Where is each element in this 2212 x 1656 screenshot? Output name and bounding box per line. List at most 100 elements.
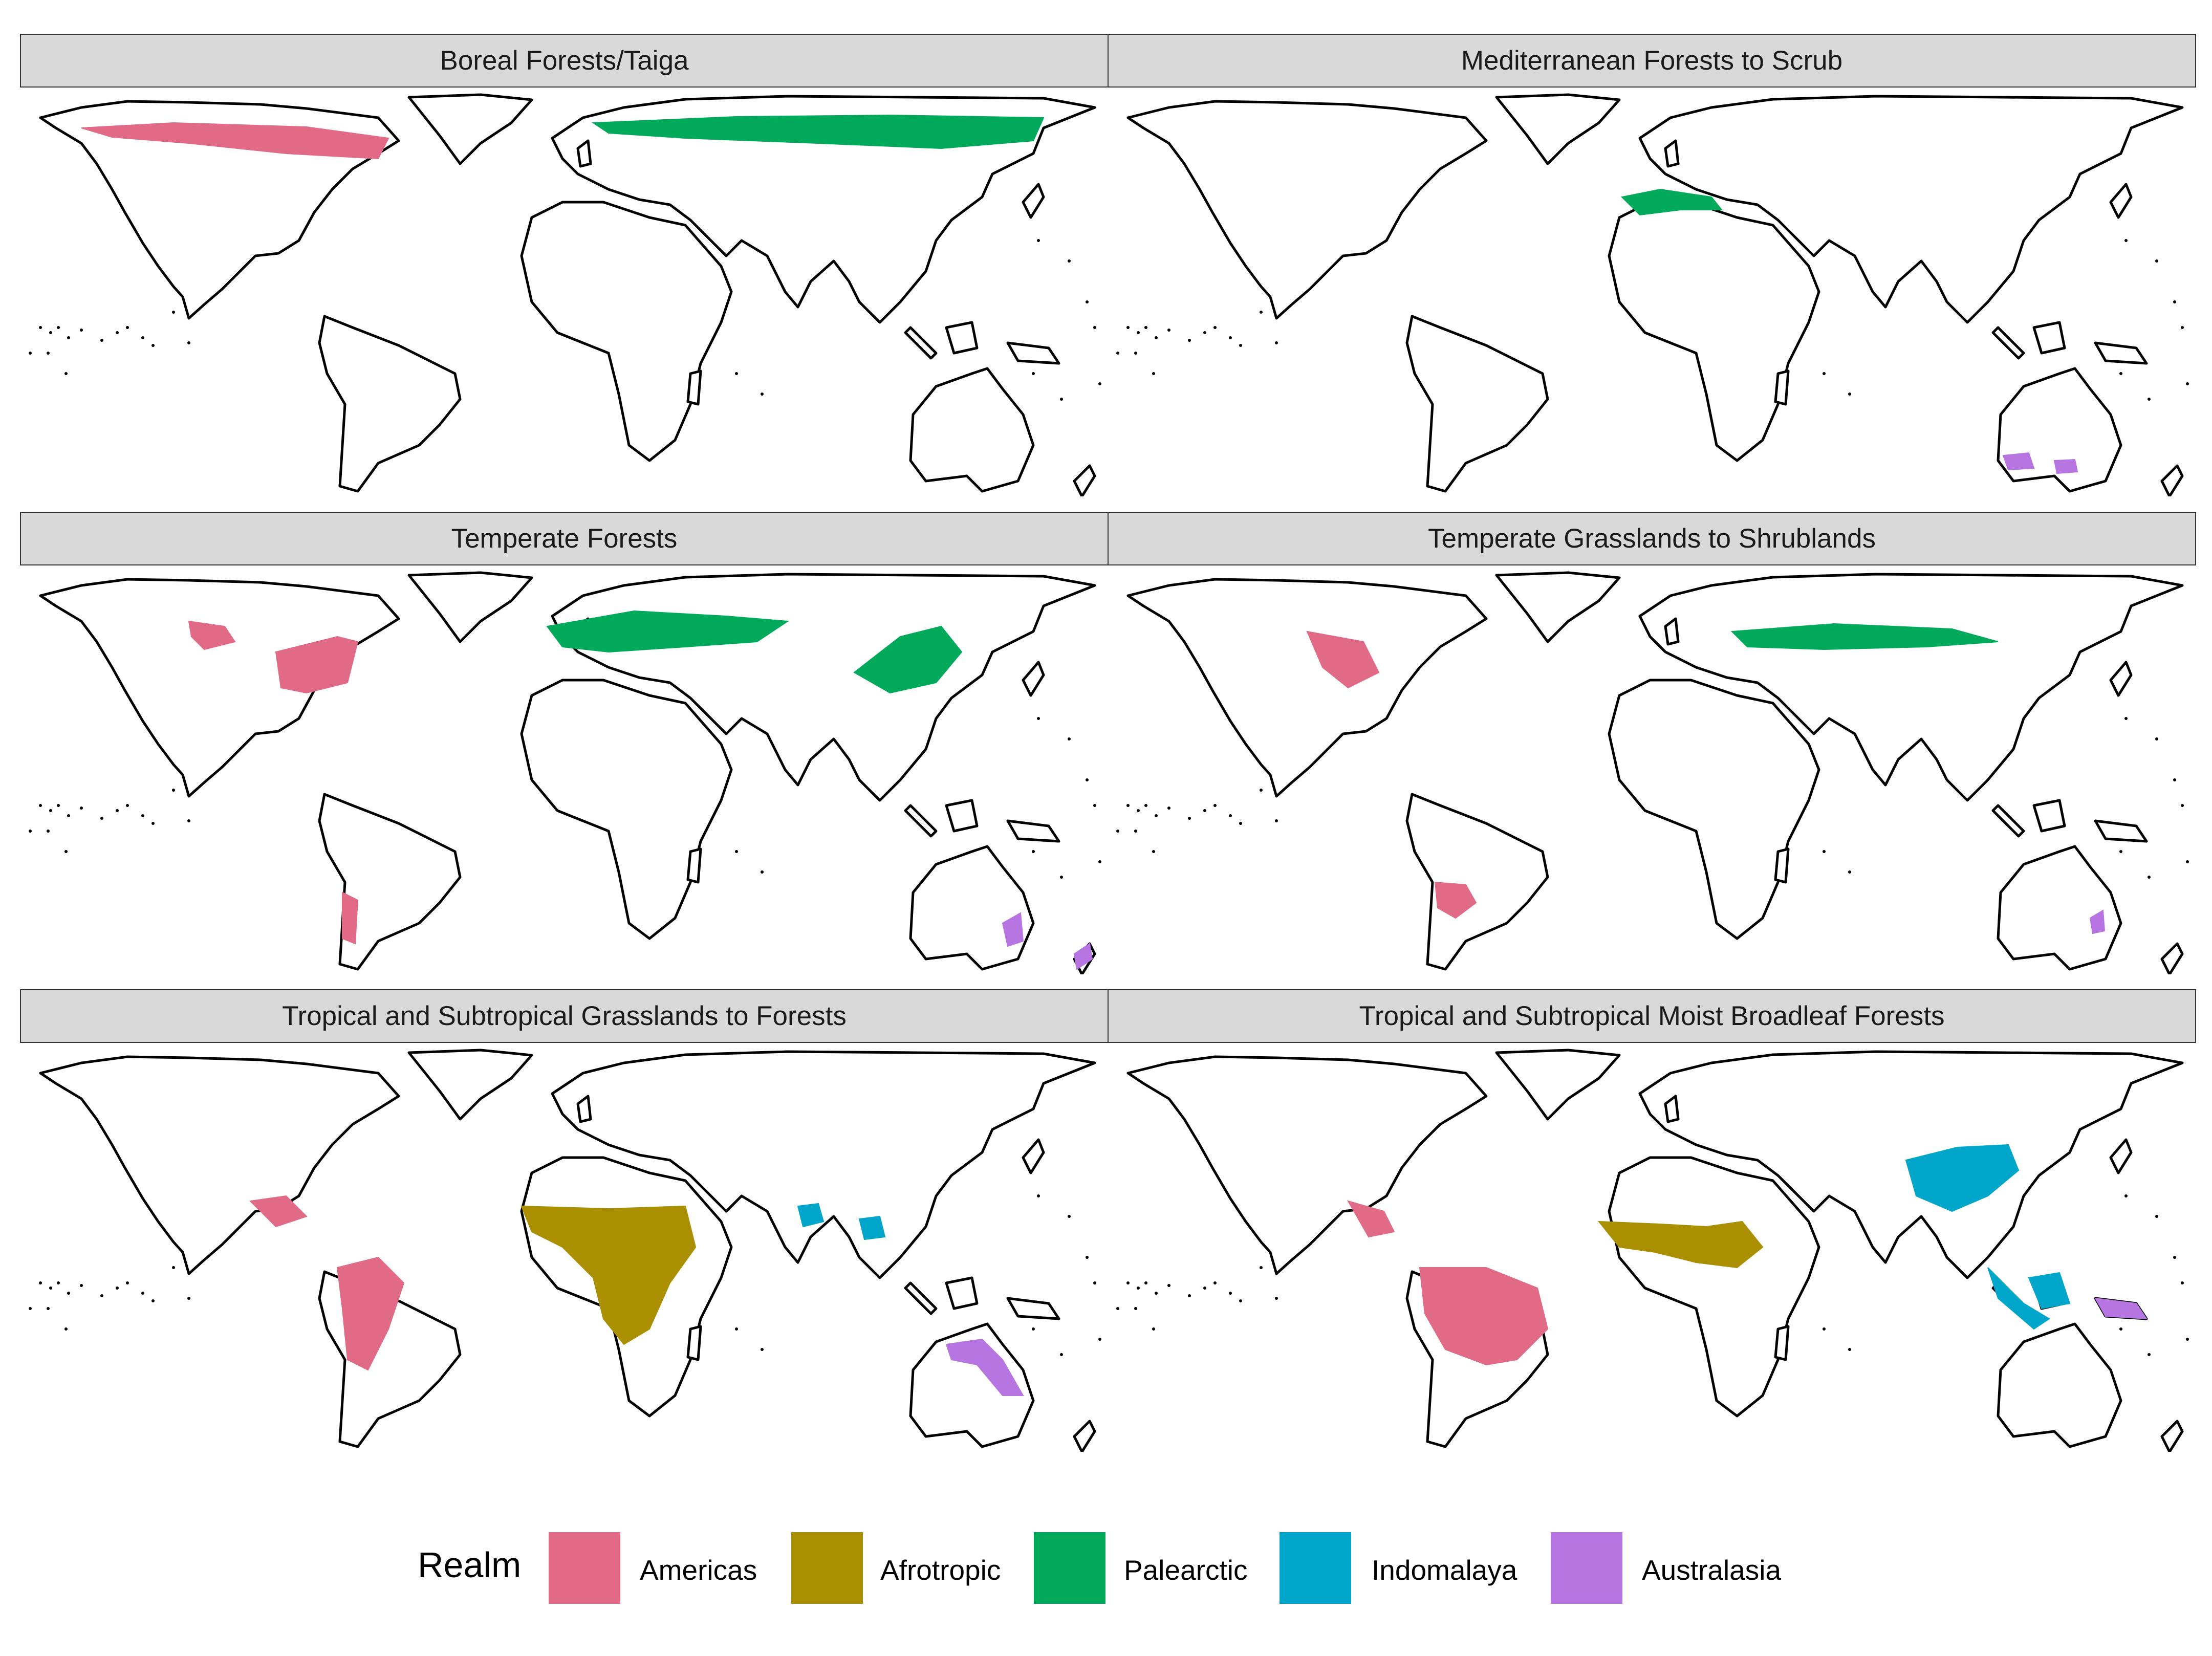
- island-dot: [1213, 1281, 1217, 1284]
- biome-region-afrotropic: [1597, 1221, 1764, 1269]
- landmass-madagascar: [686, 1325, 702, 1361]
- island-dots: [29, 239, 1101, 401]
- landmass-borneo: [2032, 799, 2066, 833]
- island-dot: [2181, 1281, 2184, 1284]
- island-dot: [80, 1284, 83, 1287]
- landmass-borneo: [2032, 321, 2066, 355]
- world-map-mediterranean: [1116, 93, 2189, 496]
- biome-region-palearctic: [546, 610, 789, 653]
- legend-key-afrotropic: [791, 1532, 863, 1604]
- landmass-britain: [576, 1095, 592, 1123]
- island-dot: [67, 1292, 70, 1295]
- island-dot: [1848, 393, 1851, 396]
- landmass-sumatra: [904, 326, 938, 360]
- landmass-eurasia: [1638, 95, 2184, 324]
- island-dot: [1068, 259, 1071, 263]
- island-dot: [2148, 876, 2151, 879]
- landmass-north-america: [39, 578, 400, 798]
- biome-regions: [1347, 1144, 2148, 1366]
- island-dot: [1203, 809, 1206, 812]
- biome-region-americas: [342, 891, 359, 945]
- landmass-sumatra: [1991, 326, 2025, 360]
- island-dot: [2155, 1215, 2158, 1218]
- biome-region-australasia: [1002, 912, 1024, 947]
- island-dot: [1203, 331, 1206, 334]
- island-dot: [2155, 737, 2158, 740]
- biome-region-americas: [1434, 881, 1477, 919]
- island-dot: [2124, 239, 2128, 242]
- landmass-japan: [2109, 183, 2133, 219]
- island-dot: [1144, 804, 1147, 807]
- biome-region-indomalaya: [2028, 1272, 2071, 1310]
- landmass-sumatra: [904, 1281, 938, 1315]
- biome-region-americas: [1347, 1200, 1395, 1238]
- island-dot: [761, 1348, 764, 1351]
- island-dot: [47, 830, 50, 833]
- island-dot: [1167, 1284, 1170, 1287]
- island-dot: [1275, 341, 1278, 344]
- island-dot: [1060, 1353, 1063, 1356]
- biome-region-australasia: [1073, 943, 1093, 970]
- island-dots: [1116, 239, 2189, 401]
- landmass-sumatra: [1991, 804, 2025, 838]
- island-dot: [39, 804, 42, 807]
- legend-label-americas: Americas: [640, 1554, 757, 1586]
- facet-strip-title: Mediterranean Forests to Scrub: [1108, 34, 2196, 88]
- island-dot: [761, 870, 764, 874]
- island-dot: [2124, 717, 2128, 720]
- island-dot: [1213, 804, 1217, 807]
- landmass-new-guinea: [1006, 341, 1060, 365]
- island-dot: [1037, 717, 1040, 720]
- island-dot: [100, 339, 103, 342]
- island-dot: [187, 341, 190, 344]
- island-dot: [172, 789, 175, 792]
- biome-region-americas: [336, 1256, 405, 1371]
- island-dot: [64, 1327, 68, 1331]
- biome-region-australasia: [2089, 909, 2106, 934]
- landmass-new-zealand: [1073, 1420, 1096, 1452]
- island-dot: [1144, 1281, 1147, 1284]
- legend-key-americas: [549, 1532, 620, 1604]
- island-dot: [57, 1281, 60, 1284]
- island-dot: [1134, 1307, 1137, 1310]
- biome-region-palearctic: [591, 114, 1045, 149]
- landmass-japan: [1022, 183, 1045, 219]
- island-dot: [735, 850, 738, 853]
- island-dot: [2181, 326, 2184, 329]
- island-dot: [1126, 804, 1130, 807]
- biome-region-afrotropic: [521, 1205, 697, 1345]
- biome-regions: [249, 1195, 1024, 1396]
- island-dot: [39, 1281, 42, 1284]
- landmass-australia: [1997, 1322, 2122, 1448]
- landmass-north-america: [1126, 100, 1488, 320]
- island-dot: [1260, 789, 1263, 792]
- island-dot: [2119, 1327, 2122, 1331]
- island-dot: [126, 326, 129, 329]
- landmass-eurasia: [551, 1050, 1096, 1279]
- island-dot: [1137, 809, 1140, 812]
- island-dot: [1188, 339, 1191, 342]
- landmass-south-america: [318, 315, 462, 493]
- island-dot: [29, 352, 32, 355]
- landmass-borneo: [945, 1276, 979, 1310]
- continent-outlines: [39, 571, 1096, 974]
- landmass-north-america: [1126, 578, 1488, 798]
- island-dot: [1155, 1292, 1158, 1295]
- landmass-britain: [576, 139, 592, 168]
- landmass-africa: [520, 201, 733, 462]
- biome-region-palearctic: [1620, 188, 1723, 216]
- biome-region-palearctic: [853, 625, 963, 694]
- island-dot: [49, 1287, 52, 1290]
- landmass-madagascar: [1774, 847, 1790, 884]
- island-dots: [29, 717, 1101, 879]
- landmass-australia: [909, 367, 1035, 493]
- landmass-britain: [1664, 1095, 1680, 1123]
- biome-region-americas: [188, 620, 236, 650]
- landmass-africa: [520, 679, 733, 940]
- legend-key-palearctic: [1034, 1532, 1105, 1604]
- island-dot: [2181, 804, 2184, 807]
- island-dot: [57, 804, 60, 807]
- landmass-britain: [1664, 617, 1680, 646]
- island-dot: [57, 326, 60, 329]
- island-dot: [2186, 860, 2189, 863]
